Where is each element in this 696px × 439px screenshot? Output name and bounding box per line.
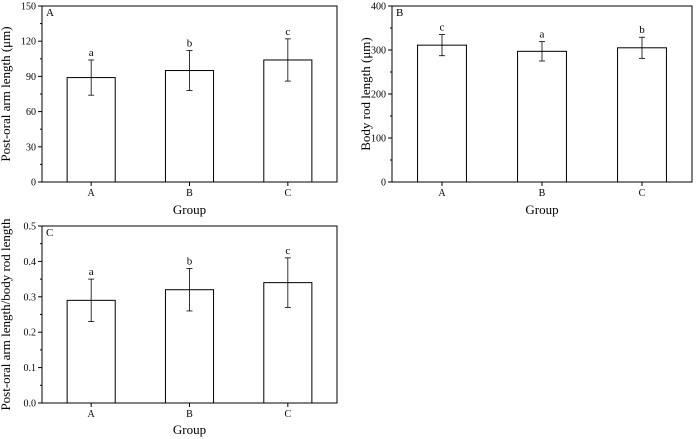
panel-3-y-tick-label: 0.5	[24, 222, 37, 233]
panel-2-bar-B	[517, 50, 567, 183]
panel-2-significance-label-C: b	[639, 24, 645, 36]
panel-1-y-tick-label: 60	[26, 107, 36, 118]
panel-1-x-axis-title: Group	[173, 202, 206, 217]
panel-1-y-tick-label: 90	[26, 72, 36, 83]
panel-3-x-axis-title: Group	[173, 422, 206, 437]
panel-1-panel-label: A	[46, 7, 54, 19]
panel-3-y-axis-title: Post-oral arm length/body rod length	[0, 218, 13, 411]
panel-3-x-tick-label-C: C	[284, 409, 291, 420]
panel-1-y-tick-label: 120	[21, 37, 36, 48]
panel-2-bar-A	[417, 44, 467, 183]
panel-3-significance-label-C: c	[285, 245, 290, 257]
panel-3-x-tick-label-A: A	[88, 409, 96, 420]
panel-2-y-tick-label: 300	[371, 46, 386, 57]
panel-2-y-tick-label: 100	[371, 134, 386, 145]
panel-3-significance-label-B: b	[187, 255, 193, 267]
panel-1-significance-label-B: b	[187, 38, 193, 50]
panel-2-y-tick-label: 0	[381, 178, 386, 189]
panel-3-y-tick-label: 0.4	[24, 257, 37, 268]
panel-2-bar-C	[617, 47, 667, 183]
panel-2-y-tick-label: 400	[371, 2, 386, 13]
panel-3-y-tick-label: 0.2	[24, 328, 37, 339]
panel-1-x-tick-label-C: C	[284, 188, 291, 199]
panel-1-significance-label-C: c	[285, 26, 290, 38]
panel-2-y-tick-label: 200	[371, 90, 386, 101]
panel-1-significance-label-A: a	[89, 47, 94, 59]
panel-1-x-tick-label-A: A	[88, 188, 96, 199]
panel-2-x-axis-title: Group	[525, 202, 558, 217]
panel-2-panel-label: B	[396, 7, 403, 19]
panel-3-y-tick-label: 0.1	[24, 363, 37, 374]
panel-2-significance-label-B: a	[540, 29, 545, 41]
panel-1-y-axis-title: Post-oral arm length (μm)	[0, 26, 13, 161]
panel-3-x-tick-label-B: B	[186, 409, 193, 420]
panel-2-x-tick-label-B: B	[539, 188, 546, 199]
panel-2-x-tick-label-A: A	[438, 188, 446, 199]
panel-2-significance-label-A: c	[440, 22, 445, 34]
panel-1-x-tick-label-B: B	[186, 188, 193, 199]
panel-3-y-tick-label: 0.3	[24, 292, 37, 303]
panel-3-panel-label: C	[46, 227, 53, 239]
panel-1-y-tick-label: 0	[31, 178, 36, 189]
panel-1-y-tick-label: 150	[21, 2, 36, 13]
panel-2-x-tick-label-C: C	[639, 188, 646, 199]
panel-3-y-tick-label: 0.0	[24, 399, 37, 410]
panel-2-y-axis-title: Body rod length (μm)	[358, 37, 373, 150]
panel-1-y-tick-label: 30	[26, 142, 36, 153]
panel-3-significance-label-A: a	[89, 266, 94, 278]
